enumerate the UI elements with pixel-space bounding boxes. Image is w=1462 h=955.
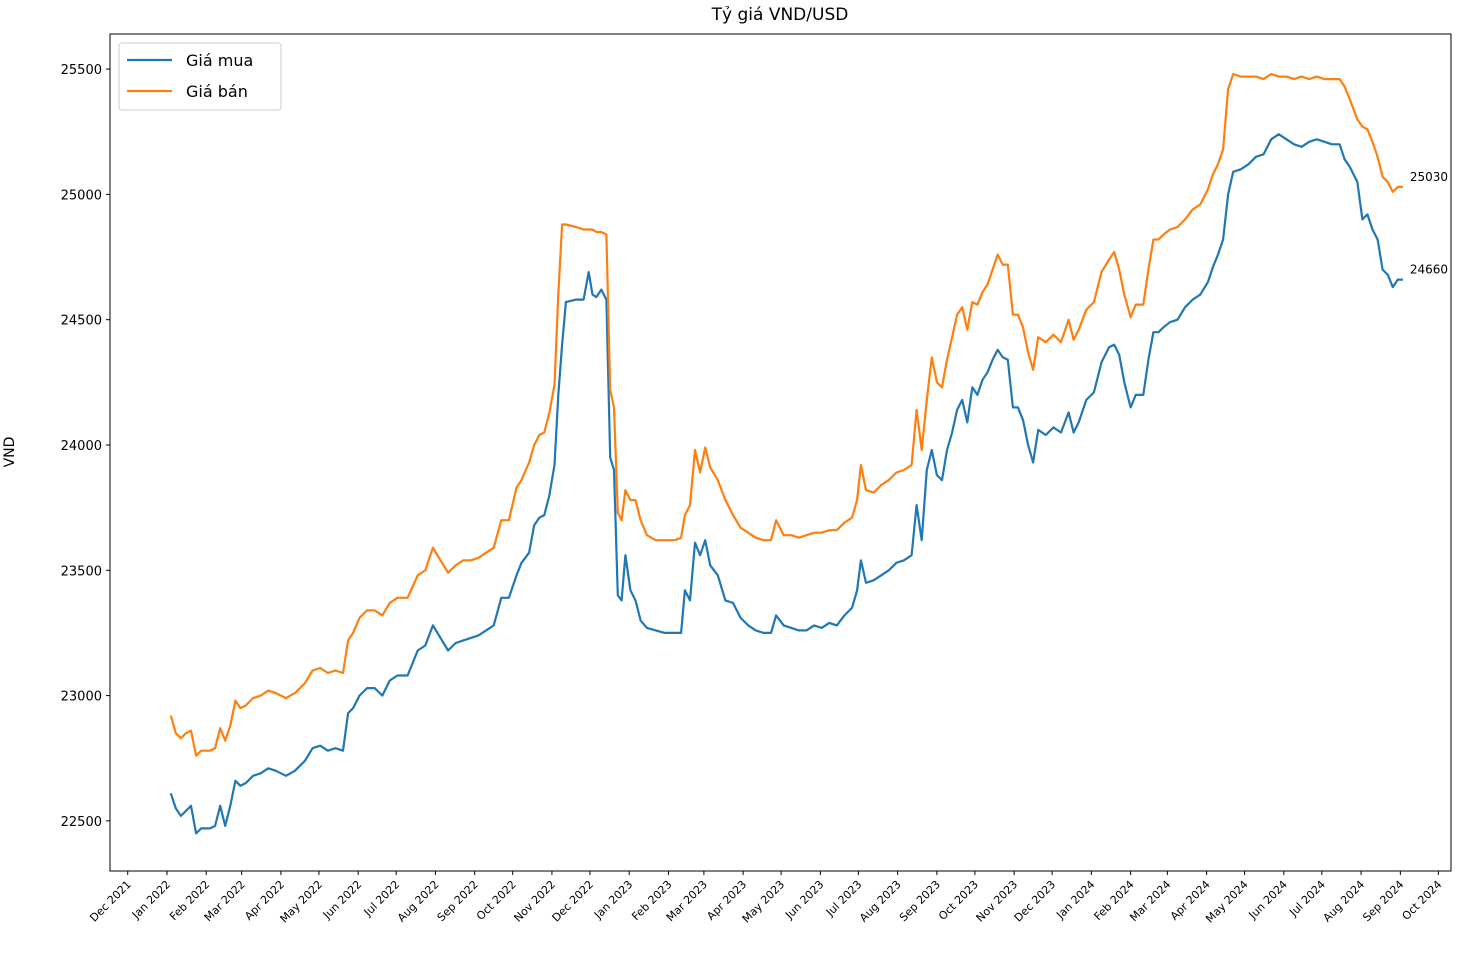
y-tick-label: 22500 [61, 815, 102, 830]
y-tick-label: 23500 [61, 564, 102, 579]
x-tick-label: Aug 2023 [857, 878, 904, 925]
legend-entry-label: Giá bán [186, 82, 248, 101]
legend: Giá mua Giá bán [118, 42, 282, 111]
x-tick-label: Jan 2023 [591, 878, 635, 922]
x-tick-label: Aug 2024 [1321, 878, 1368, 925]
x-tick-label: Jun 2023 [782, 878, 826, 922]
chart-title: Tỷ giá VND/USD [711, 5, 849, 25]
plot-lines [169, 73, 1403, 835]
x-tick-label: Sep 2023 [897, 878, 943, 924]
series-end-label: 25030 [1410, 170, 1448, 184]
y-tick-label: 23000 [61, 690, 102, 705]
x-tick-label: Sep 2024 [1360, 878, 1406, 924]
x-tick-label: Aug 2022 [395, 878, 442, 925]
x-tick-label: Dec 2022 [550, 878, 597, 925]
x-tick-label: Oct 2024 [1400, 878, 1445, 923]
plot-frame [109, 33, 1452, 872]
series-line-gia-ban [169, 73, 1403, 757]
series-line-gia-mua [169, 133, 1403, 835]
y-tick-label: 24500 [61, 314, 102, 329]
y-tick-label: 25500 [61, 63, 102, 78]
x-tick-label: Jan 2024 [1053, 878, 1097, 922]
end-labels: 24660 25030 [1410, 170, 1448, 277]
series-end-label: 24660 [1410, 263, 1448, 277]
x-tick-label: Dec 2023 [1012, 878, 1059, 925]
x-tick-label: Jun 2024 [1246, 878, 1290, 922]
x-tick-label: Jan 2022 [129, 878, 173, 922]
x-tick-label: Sep 2022 [435, 878, 481, 924]
y-axis: 22500 23000 23500 24000 24500 25000 25500 [61, 63, 110, 830]
x-tick-label: Dec 2021 [87, 878, 134, 925]
y-tick-label: 24000 [61, 439, 102, 454]
y-tick-label: 25000 [61, 188, 102, 203]
x-tick-label: Jun 2022 [320, 878, 364, 922]
y-axis-label: VND [2, 437, 18, 468]
legend-entry-label: Giá mua [186, 51, 253, 70]
